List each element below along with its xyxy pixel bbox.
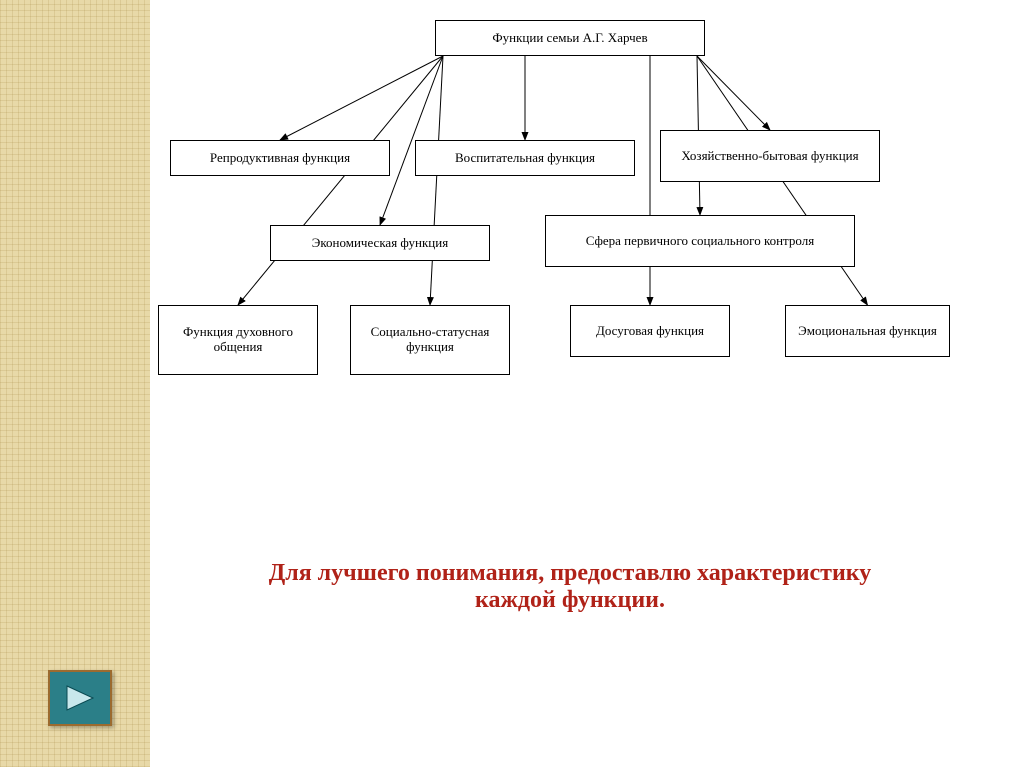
diagram-node: Функция духовного общения (158, 305, 318, 375)
node-label: Функция духовного общения (165, 325, 311, 355)
diagram-node: Воспитательная функция (415, 140, 635, 176)
diagram-node: Социально-статусная функция (350, 305, 510, 375)
next-slide-button[interactable] (48, 670, 112, 726)
node-label: Социально-статусная функция (357, 325, 503, 355)
node-label: Досуговая функция (596, 324, 704, 339)
node-label: Сфера первичного социального контроля (586, 234, 814, 249)
diagram-node: Сфера первичного социального контроля (545, 215, 855, 267)
diagram-node-root: Функции семьи А.Г. Харчев (435, 20, 705, 56)
diagram-node: Хозяйственно-бытовая функция (660, 130, 880, 182)
node-label: Репродуктивная функция (210, 151, 350, 166)
diagram-node: Досуговая функция (570, 305, 730, 357)
diagram-node: Экономическая функция (270, 225, 490, 261)
slide-caption: Для лучшего понимания, предоставлю харак… (260, 560, 880, 614)
node-label: Эмоциональная функция (798, 324, 937, 339)
play-icon (63, 684, 97, 712)
diagram-node: Эмоциональная функция (785, 305, 950, 357)
node-label: Экономическая функция (312, 236, 448, 251)
node-label: Воспитательная функция (455, 151, 595, 166)
family-functions-diagram: Функции семьи А.Г. Харчев Репродуктивная… (150, 0, 1024, 420)
diagram-node: Репродуктивная функция (170, 140, 390, 176)
slide-page: Функции семьи А.Г. Харчев Репродуктивная… (0, 0, 1024, 767)
node-label: Функции семьи А.Г. Харчев (492, 31, 647, 46)
sidebar-texture (0, 0, 150, 767)
caption-text: Для лучшего понимания, предоставлю харак… (269, 560, 872, 613)
node-label: Хозяйственно-бытовая функция (681, 149, 858, 164)
